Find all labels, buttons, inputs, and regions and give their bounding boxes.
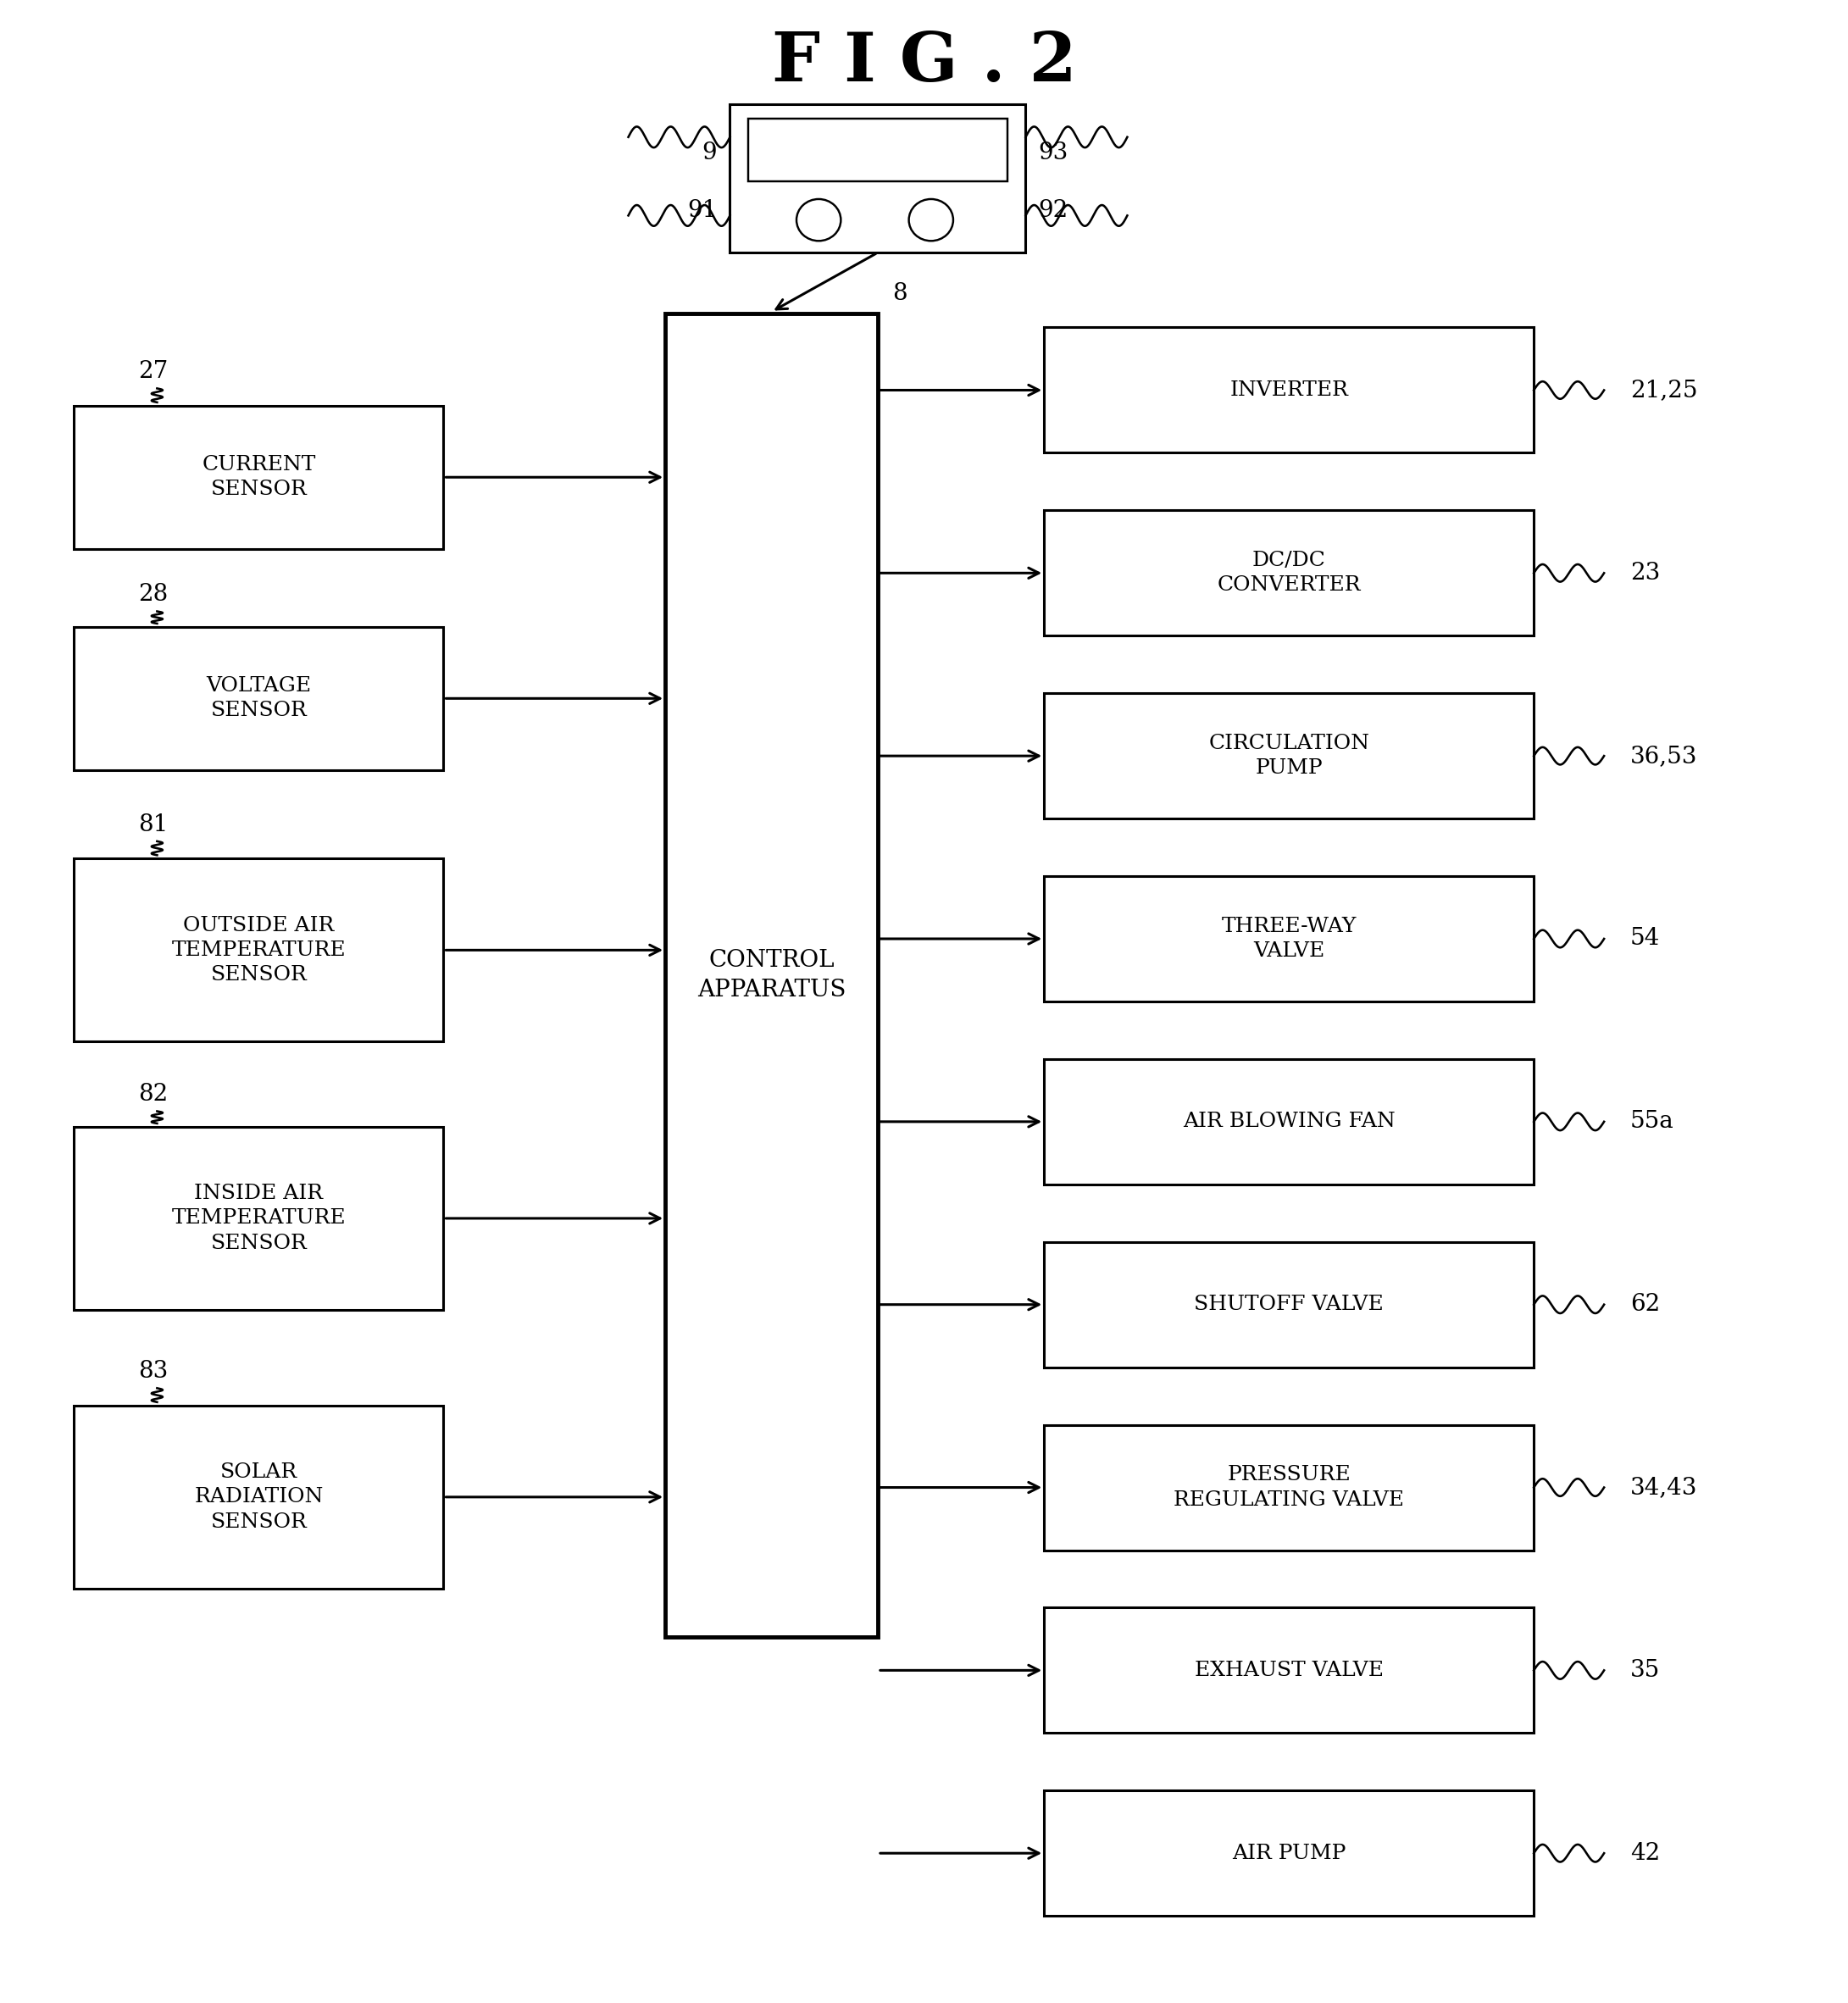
Bar — [1044, 1060, 1534, 1184]
Bar — [1044, 1242, 1534, 1368]
Bar — [1044, 1791, 1534, 1917]
Text: CURRENT
SENSOR: CURRENT SENSOR — [201, 455, 316, 499]
Text: 55a: 55a — [1630, 1110, 1674, 1134]
Text: 82: 82 — [139, 1084, 168, 1106]
Text: SOLAR
RADIATION
SENSOR: SOLAR RADIATION SENSOR — [194, 1462, 323, 1532]
Bar — [748, 118, 1007, 182]
Text: INVERTER: INVERTER — [1229, 381, 1349, 401]
Bar — [1044, 511, 1534, 635]
Text: AIR BLOWING FAN: AIR BLOWING FAN — [1183, 1112, 1395, 1132]
Text: 34,43: 34,43 — [1630, 1476, 1696, 1498]
Text: PRESSURE
REGULATING VALVE: PRESSURE REGULATING VALVE — [1173, 1466, 1404, 1510]
Text: EXHAUST VALVE: EXHAUST VALVE — [1194, 1660, 1384, 1681]
Bar — [74, 627, 444, 769]
Bar — [74, 1128, 444, 1310]
Text: AIR PUMP: AIR PUMP — [1233, 1843, 1345, 1863]
Bar — [665, 314, 878, 1636]
Bar — [74, 1406, 444, 1588]
Text: 23: 23 — [1630, 561, 1660, 585]
Text: 36,53: 36,53 — [1630, 745, 1696, 767]
Text: INSIDE AIR
TEMPERATURE
SENSOR: INSIDE AIR TEMPERATURE SENSOR — [172, 1184, 346, 1254]
Bar — [1044, 693, 1534, 819]
Text: DC/DC
CONVERTER: DC/DC CONVERTER — [1218, 551, 1360, 595]
Text: 54: 54 — [1630, 927, 1660, 949]
Text: 81: 81 — [139, 813, 168, 835]
Text: 27: 27 — [139, 361, 168, 383]
Bar — [1044, 1608, 1534, 1733]
Text: 93: 93 — [1039, 142, 1068, 164]
Bar — [1044, 875, 1534, 1002]
Text: 35: 35 — [1630, 1658, 1660, 1683]
Text: 28: 28 — [139, 583, 168, 607]
Text: 83: 83 — [139, 1360, 168, 1382]
Text: VOLTAGE
SENSOR: VOLTAGE SENSOR — [207, 677, 310, 721]
Text: 42: 42 — [1630, 1843, 1660, 1865]
Text: 21,25: 21,25 — [1630, 379, 1696, 401]
Text: CIRCULATION
PUMP: CIRCULATION PUMP — [1209, 733, 1369, 777]
Bar — [730, 104, 1026, 252]
Text: 92: 92 — [1039, 200, 1068, 222]
Text: CONTROL
APPARATUS: CONTROL APPARATUS — [697, 949, 846, 1002]
Text: 62: 62 — [1630, 1294, 1660, 1316]
Text: 8: 8 — [893, 282, 907, 304]
Text: OUTSIDE AIR
TEMPERATURE
SENSOR: OUTSIDE AIR TEMPERATURE SENSOR — [172, 915, 346, 985]
Bar — [1044, 1424, 1534, 1550]
Text: THREE-WAY
VALVE: THREE-WAY VALVE — [1222, 917, 1356, 961]
Text: 91: 91 — [687, 200, 717, 222]
Bar — [1044, 326, 1534, 453]
Text: F I G . 2: F I G . 2 — [772, 30, 1076, 96]
Bar — [74, 407, 444, 549]
Text: 9: 9 — [702, 142, 717, 164]
Bar — [74, 859, 444, 1042]
Text: SHUTOFF VALVE: SHUTOFF VALVE — [1194, 1294, 1384, 1314]
